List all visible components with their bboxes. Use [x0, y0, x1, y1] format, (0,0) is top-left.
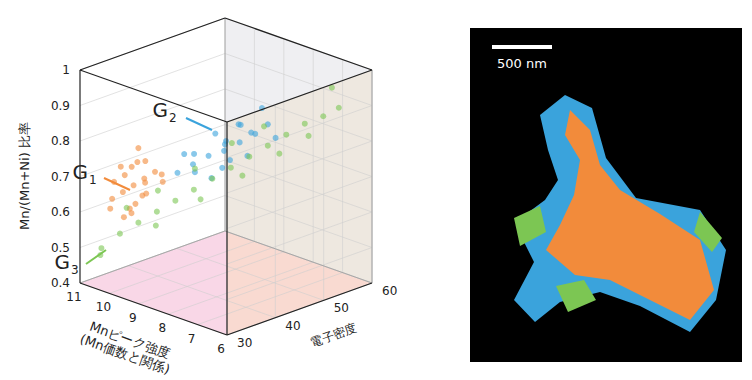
svg-text:0.6: 0.6 [51, 205, 70, 219]
svg-text:G: G [153, 98, 169, 122]
svg-text:0.5: 0.5 [50, 240, 70, 255]
svg-text:1: 1 [62, 63, 70, 77]
svg-text:G: G [73, 160, 89, 184]
svg-text:0.7: 0.7 [51, 170, 70, 184]
svg-text:3: 3 [71, 263, 79, 277]
svg-text:40: 40 [285, 319, 300, 333]
svg-text:500 nm: 500 nm [497, 56, 547, 71]
svg-text:30: 30 [237, 336, 252, 350]
svg-text:1: 1 [89, 173, 97, 187]
svg-text:(Mn価数と関係): (Mn価数と関係) [78, 331, 172, 377]
svg-text:電子密度: 電子密度 [309, 320, 359, 349]
svg-text:6: 6 [217, 342, 225, 356]
svg-text:0.4: 0.4 [51, 276, 70, 290]
svg-text:Mnピーク強度: Mnピーク強度 [87, 318, 173, 362]
svg-text:11: 11 [66, 290, 81, 304]
svg-text:0.9: 0.9 [51, 99, 70, 113]
svg-text:60: 60 [382, 284, 397, 298]
svg-text:10: 10 [96, 300, 111, 314]
svg-text:2: 2 [169, 111, 177, 125]
svg-text:7: 7 [188, 332, 196, 346]
svg-text:8: 8 [158, 321, 166, 335]
svg-text:0.8: 0.8 [51, 134, 70, 148]
svg-text:G: G [55, 250, 71, 274]
svg-text:Mn/(Mn+Ni) 比率: Mn/(Mn+Ni) 比率 [17, 122, 32, 230]
svg-text:9: 9 [129, 311, 137, 325]
svg-text:50: 50 [334, 301, 349, 315]
